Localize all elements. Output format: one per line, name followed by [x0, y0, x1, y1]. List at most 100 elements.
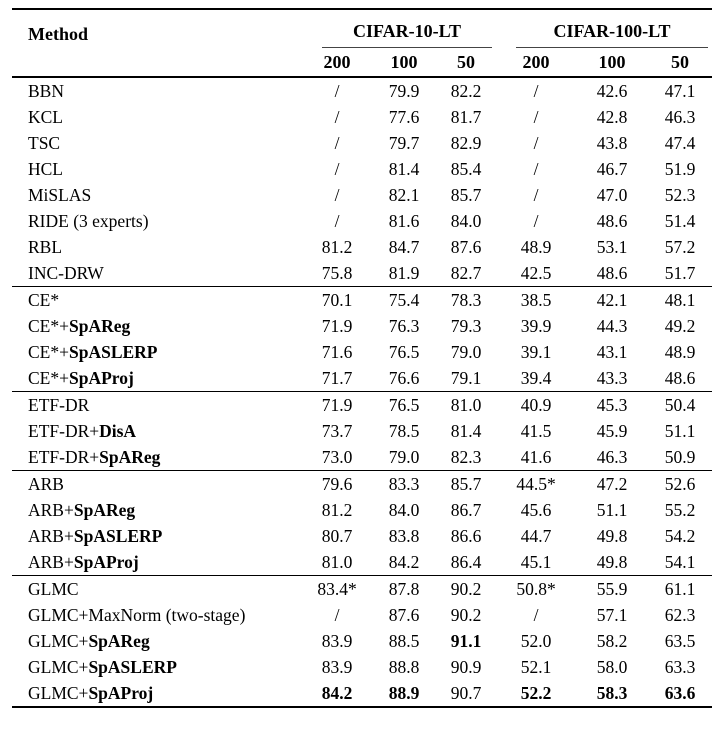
value-cell: 85.7 [450, 184, 482, 205]
value-cell: 90.2 [450, 604, 482, 625]
value-cell: 87.6 [388, 604, 420, 625]
value-cell: 79.1 [450, 367, 482, 388]
value-cell: 57.1 [596, 604, 628, 625]
value-cell: 78.3 [436, 286, 497, 313]
value-cell: 48.1 [648, 286, 713, 313]
method-cell: GLMC+SpAReg [12, 628, 302, 654]
value-cell: 51.4 [664, 210, 696, 231]
value-cell: 75.8 [321, 262, 353, 283]
value-cell: 79.0 [450, 341, 482, 362]
value-cell: 41.5 [520, 420, 552, 441]
value-cell: 48.6 [596, 262, 628, 283]
value-cell: 39.4 [520, 367, 552, 388]
value-cell: 76.5 [372, 391, 436, 418]
value-cell: 79.0 [388, 446, 420, 467]
method-variant: SpAReg [73, 499, 136, 520]
value-cell: 79.9 [388, 80, 420, 101]
method-variant: SpAReg [68, 315, 131, 336]
value-cell: / [533, 80, 539, 101]
method-cell: ETF-DR [12, 391, 302, 418]
value-cell: 51.1 [664, 420, 696, 441]
value-cell: 86.4 [450, 551, 482, 572]
method-name: CE* [28, 289, 60, 310]
table-row: BBN / 79.9 82.2 / 42.6 47.1 [12, 77, 712, 104]
table-row: ETF-DR+SpAReg 73.0 79.0 82.3 41.6 46.3 50.9 [12, 444, 712, 471]
value-cell: 81.6 [388, 210, 420, 231]
table-row: TSC / 79.7 82.9 / 43.8 47.4 [12, 130, 712, 156]
value-cell: 76.5 [388, 341, 420, 362]
value-cell: / [334, 210, 340, 231]
value-cell: 47.0 [596, 184, 628, 205]
value-cell: 77.6 [388, 106, 420, 127]
value-cell: 86.7 [450, 499, 482, 520]
value-cell: 41.6 [520, 446, 552, 467]
method-name: GLMC+ [28, 630, 89, 651]
method-cell: CE*+SpAReg [12, 313, 302, 339]
value-cell: 87.6 [450, 236, 482, 257]
value-cell: 61.1 [648, 575, 713, 602]
value-cell: 73.0 [321, 446, 353, 467]
value-cell: / [533, 106, 539, 127]
method-name: ARB [28, 473, 64, 494]
method-cell: GLMC+SpAProj [12, 680, 302, 707]
value-cell: 84.0 [450, 210, 482, 231]
value-cell: 91.1 [450, 630, 482, 651]
method-variant: SpAProj [88, 682, 154, 703]
method-name: CE*+ [28, 315, 69, 336]
value-cell: 49.8 [596, 551, 628, 572]
value-cell: 90.7 [450, 682, 482, 703]
method-name: INC-DRW [28, 262, 104, 283]
table-row: HCL / 81.4 85.4 / 46.7 51.9 [12, 156, 712, 182]
value-cell: 81.9 [388, 262, 420, 283]
value-cell: 81.2 [321, 499, 353, 520]
method-name: RIDE (3 experts) [28, 210, 149, 231]
value-cell: 58.2 [596, 630, 628, 651]
value-cell: 40.9 [496, 391, 577, 418]
value-cell: 58.3 [596, 682, 628, 703]
value-cell: 47.2 [576, 470, 649, 497]
value-cell: 50.9 [664, 446, 696, 467]
value-cell: 81.7 [450, 106, 482, 127]
method-variant: SpAProj [68, 367, 134, 388]
value-cell: 48.6 [596, 210, 628, 231]
value-cell: 81.0 [436, 391, 497, 418]
value-cell: 46.3 [664, 106, 696, 127]
group-header-cifar10: CIFAR-10-LT [302, 9, 496, 48]
method-name: GLMC [28, 578, 79, 599]
value-cell: 71.9 [321, 315, 353, 336]
method-variant: SpASLERP [68, 341, 158, 362]
value-cell: 54.2 [664, 525, 696, 546]
method-cell: GLMC+MaxNorm (two-stage) [12, 602, 302, 628]
table-row: ARB+SpAProj 81.0 84.2 86.4 45.1 49.8 54.1 [12, 549, 712, 576]
value-cell: 54.1 [664, 551, 696, 572]
subcol-header-c10-100: 100 [372, 48, 436, 78]
value-cell: 71.7 [321, 367, 353, 388]
method-name: GLMC+ [28, 682, 89, 703]
method-variant: SpAReg [88, 630, 150, 651]
value-cell: 83.3 [372, 470, 436, 497]
method-name: TSC [28, 132, 61, 153]
subcol-header-c10-200: 200 [302, 48, 372, 78]
table-row: ARB+SpAReg 81.2 84.0 86.7 45.6 51.1 55.2 [12, 497, 712, 523]
group-header-row: Method CIFAR-10-LT CIFAR-100-LT [12, 9, 712, 78]
value-cell: 50.8* [496, 575, 577, 602]
method-name: ARB+ [28, 525, 74, 546]
value-cell: 76.6 [388, 367, 420, 388]
value-cell: 45.3 [576, 391, 649, 418]
value-cell: 79.7 [388, 132, 420, 153]
value-cell: 45.9 [596, 420, 628, 441]
subcol-header-c10-50: 50 [436, 48, 497, 78]
value-cell: / [533, 132, 539, 153]
method-name: ARB+ [28, 551, 74, 572]
method-cell: CE* [12, 286, 302, 313]
method-cell: RIDE (3 experts) [12, 208, 302, 234]
value-cell: / [334, 158, 340, 179]
value-cell: 45.6 [520, 499, 552, 520]
value-cell: 73.7 [321, 420, 353, 441]
value-cell: 90.9 [450, 656, 482, 677]
value-cell: 43.3 [596, 367, 628, 388]
value-cell: 39.9 [520, 315, 552, 336]
value-cell: 42.5 [520, 262, 552, 283]
value-cell: 81.4 [450, 420, 482, 441]
value-cell: 51.7 [664, 262, 696, 283]
